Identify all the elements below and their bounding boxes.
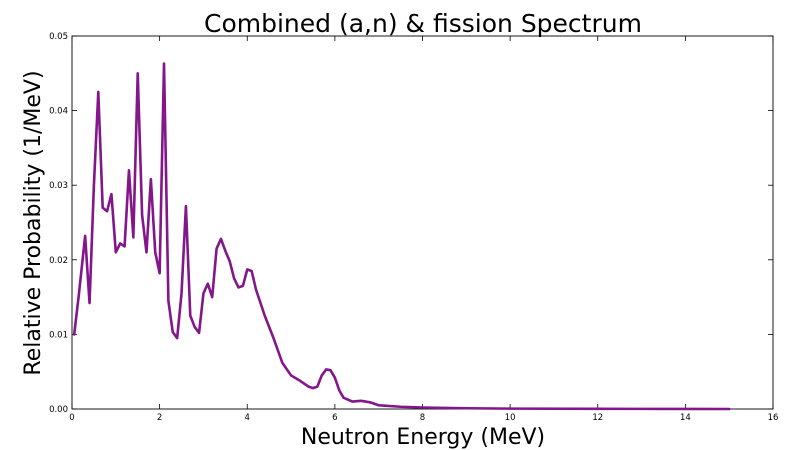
y-tick-label: 0.00 [49,405,68,415]
x-axis-label: Neutron Energy (MeV) [301,425,545,450]
y-axis-label: Relative Probability (1/MeV) [21,70,46,375]
plot-frame [71,35,774,410]
x-tick-label: 12 [592,413,603,423]
x-tick-label: 2 [157,413,162,423]
y-tick-label: 0.02 [49,256,68,266]
y-tick-label: 0.03 [49,181,68,191]
y-tick-label: 0.04 [49,107,68,117]
y-tick-label: 0.01 [49,330,68,340]
x-tick-label: 14 [680,413,691,423]
x-tick-label: 4 [245,413,250,423]
y-tick-label: 0.05 [49,32,68,42]
x-axis: 0 2 4 6 8 10 12 14 16 [69,36,778,423]
x-tick-label: 6 [332,413,337,423]
y-axis: 0.00 0.01 0.02 0.03 0.04 0.05 [49,32,773,415]
chart-title: Combined (a,n) & fission Spectrum [204,9,642,38]
x-tick-label: 8 [420,413,425,423]
x-tick-label: 16 [768,413,779,423]
x-tick-label: 10 [505,413,516,423]
x-tick-label: 0 [69,413,74,423]
series-line [72,62,731,411]
